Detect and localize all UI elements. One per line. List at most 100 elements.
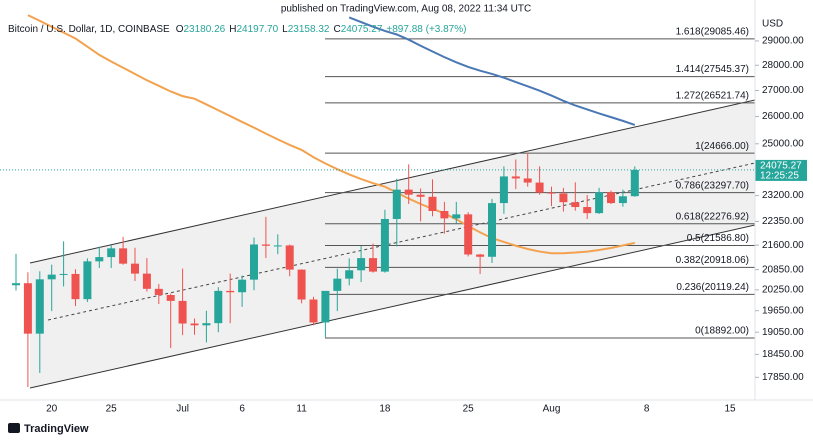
fib-label: 1.618(29085.46) [676, 27, 749, 38]
fib-label: 0.382(20918.06) [676, 255, 749, 266]
candle-body [618, 196, 627, 204]
candle-body [214, 290, 223, 324]
y-tick-label: 18450.00 [762, 349, 804, 360]
candle-body [523, 178, 532, 183]
y-tick-label: 23200.00 [762, 190, 804, 201]
channel-lower [29, 224, 755, 389]
candle-body [511, 176, 520, 179]
candle-body [488, 203, 496, 257]
candle-body [35, 279, 44, 334]
o-label: O [176, 24, 184, 35]
x-tick-label: 6 [239, 404, 245, 415]
l-label: L [282, 24, 288, 35]
y-tick-label: 20850.00 [762, 264, 804, 275]
countdown: 12:25:25 [760, 171, 799, 182]
fib-label: 1(24666.00) [695, 141, 749, 152]
y-tick-label: 19050.00 [762, 327, 804, 338]
legend: Bitcoin / U.S. Dollar, 1D, COINBASE O2318… [8, 24, 466, 35]
channel [29, 99, 755, 389]
axes: 17850.00 18450.00 19050.00 19650.00 20250.00… [46, 36, 804, 415]
y-tick-label: 20250.00 [762, 284, 804, 295]
c-label: C [333, 24, 340, 35]
candle-body [369, 258, 377, 272]
channel-fill [30, 100, 755, 388]
moving-average [27, 14, 636, 255]
fib-label: 0.236(20119.24) [676, 282, 749, 293]
last-price-box [755, 159, 807, 181]
x-tick-label: 20 [46, 404, 58, 415]
moving-average [348, 16, 636, 126]
candle-body [12, 283, 20, 286]
candle-body [59, 273, 68, 275]
candle-body [142, 273, 151, 289]
x-tick-label: 25 [106, 404, 118, 415]
candle-body [595, 192, 604, 214]
candle-body [476, 254, 485, 257]
fib-label: 0.786(23297.70) [676, 180, 749, 191]
y-tick-label: 26000.00 [762, 111, 804, 122]
candle-body [250, 244, 258, 280]
candle-body [416, 194, 425, 197]
candle-body [297, 269, 306, 300]
fib-label: 0(18892.00) [695, 326, 749, 337]
candle-body [440, 210, 449, 219]
o-value: 23180.26 [184, 24, 226, 35]
y-tick-label: 29000.00 [762, 36, 804, 47]
logo: TradingView [8, 423, 89, 435]
candle-body [321, 290, 330, 323]
candle-body [202, 323, 211, 326]
candle-body [226, 290, 235, 293]
candle-body [190, 323, 199, 326]
candle-body [285, 245, 294, 270]
last-price: 24075.27 [760, 161, 802, 172]
candle-body [535, 182, 544, 193]
moving-averages [27, 14, 636, 255]
x-tick-label: Aug [543, 404, 561, 415]
candle-body [392, 189, 401, 219]
y-tick-label: 22350.00 [762, 216, 804, 227]
symbol: Bitcoin / U.S. Dollar, 1D, COINBASE [8, 24, 170, 35]
fib-label: 0.5(21586.80) [687, 233, 749, 244]
candle-body [131, 263, 139, 274]
candle-body [333, 278, 342, 291]
candle-body [71, 273, 80, 300]
y-tick-label: 19650.00 [762, 305, 804, 316]
fib-label: 0.618(22276.92) [676, 211, 749, 222]
candle-body [119, 248, 128, 264]
fib-label: 1.414(27545.37) [676, 64, 749, 75]
candle-body [345, 270, 354, 279]
y-tick-label: 25000.00 [762, 138, 804, 149]
x-tick-label: 8 [644, 404, 650, 415]
candle-body [47, 274, 56, 280]
candle-body [154, 288, 163, 296]
h-label: H [229, 24, 236, 35]
candle-body [571, 202, 580, 208]
x-tick-label: Jul [176, 404, 189, 415]
candle-body [95, 257, 104, 262]
candle-body [499, 176, 508, 204]
candle-body [428, 196, 437, 211]
published: published on TradingView.com, Aug 08, 20… [281, 4, 531, 15]
brand: TradingView [24, 423, 89, 435]
candle-body [583, 207, 592, 214]
channel-mid [47, 162, 755, 321]
candle-body [166, 295, 175, 301]
candle-body [107, 248, 116, 258]
y-tick-label: 27000.00 [762, 85, 804, 96]
x-tick-label: 15 [724, 404, 736, 415]
fib-label: 1.272(26521.74) [676, 90, 749, 101]
candle-body [238, 279, 247, 293]
change: +897.88 (+3.87%) [386, 24, 466, 35]
y-tick-label: 28000.00 [762, 60, 804, 71]
candle-body [261, 244, 270, 246]
h-value: 24197.70 [236, 24, 278, 35]
candle-body [23, 283, 32, 334]
l-value: 23158.32 [288, 24, 330, 35]
candle-body [178, 300, 187, 324]
y-tick-label: 21600.00 [762, 240, 804, 251]
x-tick-label: 11 [296, 404, 307, 415]
candle-body [380, 218, 389, 272]
x-tick-label: 18 [379, 404, 391, 415]
